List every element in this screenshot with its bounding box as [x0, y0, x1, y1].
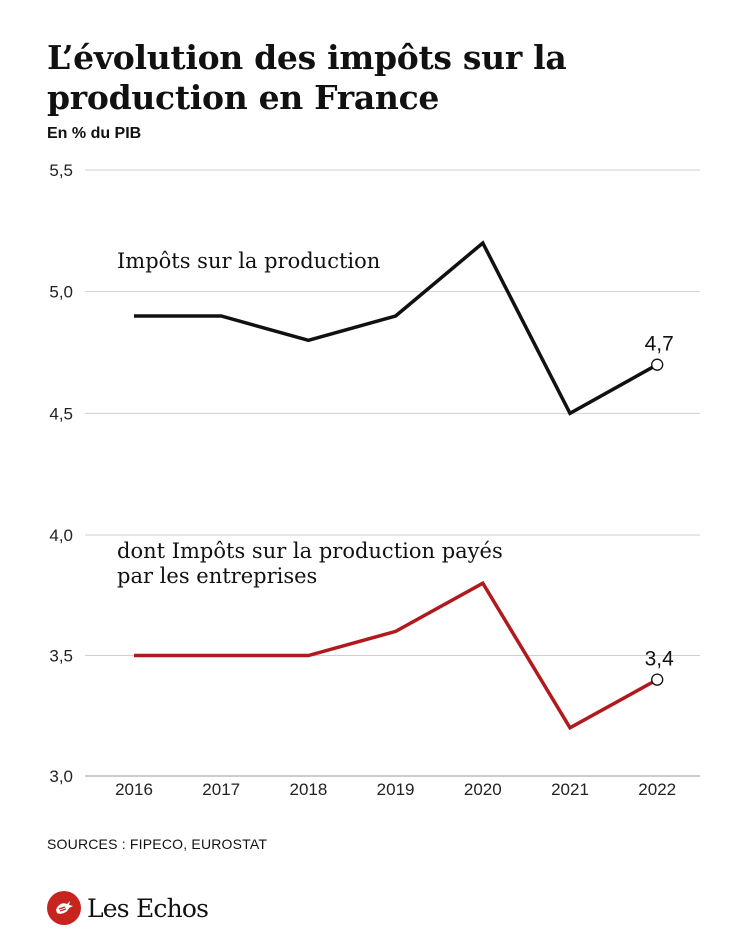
series-line	[134, 240, 659, 416]
series-label-entreprises-line1: dont Impôts sur la production payés	[117, 539, 503, 563]
end-point-marker	[651, 673, 664, 686]
series-label-entreprises-line2: par les entreprises	[117, 564, 317, 588]
x-tick-label: 2020	[464, 780, 502, 799]
y-tick-label: 4,0	[49, 526, 73, 545]
y-tick-label: 4,5	[49, 404, 73, 423]
x-tick-label: 2017	[202, 780, 240, 799]
chart-subtitle: En % du PIB	[47, 125, 142, 142]
y-tick-label: 3,5	[49, 647, 73, 666]
series-line	[134, 580, 659, 731]
x-tick-label: 2018	[289, 780, 327, 799]
chart-title: L’évolution des impôts sur la production…	[47, 38, 567, 117]
y-tick-label: 5,5	[49, 161, 73, 180]
x-tick-label: 2021	[551, 780, 589, 799]
sources-note: SOURCES : FIPECO, EUROSTAT	[47, 836, 268, 852]
end-value-label: 4,7	[645, 333, 674, 356]
end-point-marker	[651, 358, 664, 371]
rooster-icon	[47, 891, 81, 925]
y-tick-label: 5,0	[49, 283, 73, 302]
x-tick-label: 2019	[377, 780, 415, 799]
x-tick-label: 2016	[115, 780, 153, 799]
line-chart: 3,0 3,5 4,0 4,5 5,0 5,5 2016 2017 2018 2019 2020 20…	[49, 161, 700, 799]
brand-name: Les Echos	[87, 893, 209, 923]
end-value-label: 3,4	[645, 648, 675, 671]
x-tick-label: 2022	[638, 780, 676, 799]
series-label-impots: Impôts sur la production	[117, 249, 380, 273]
y-tick-label: 3,0	[49, 767, 73, 786]
les-echos-logo: Les Echos	[47, 888, 209, 928]
